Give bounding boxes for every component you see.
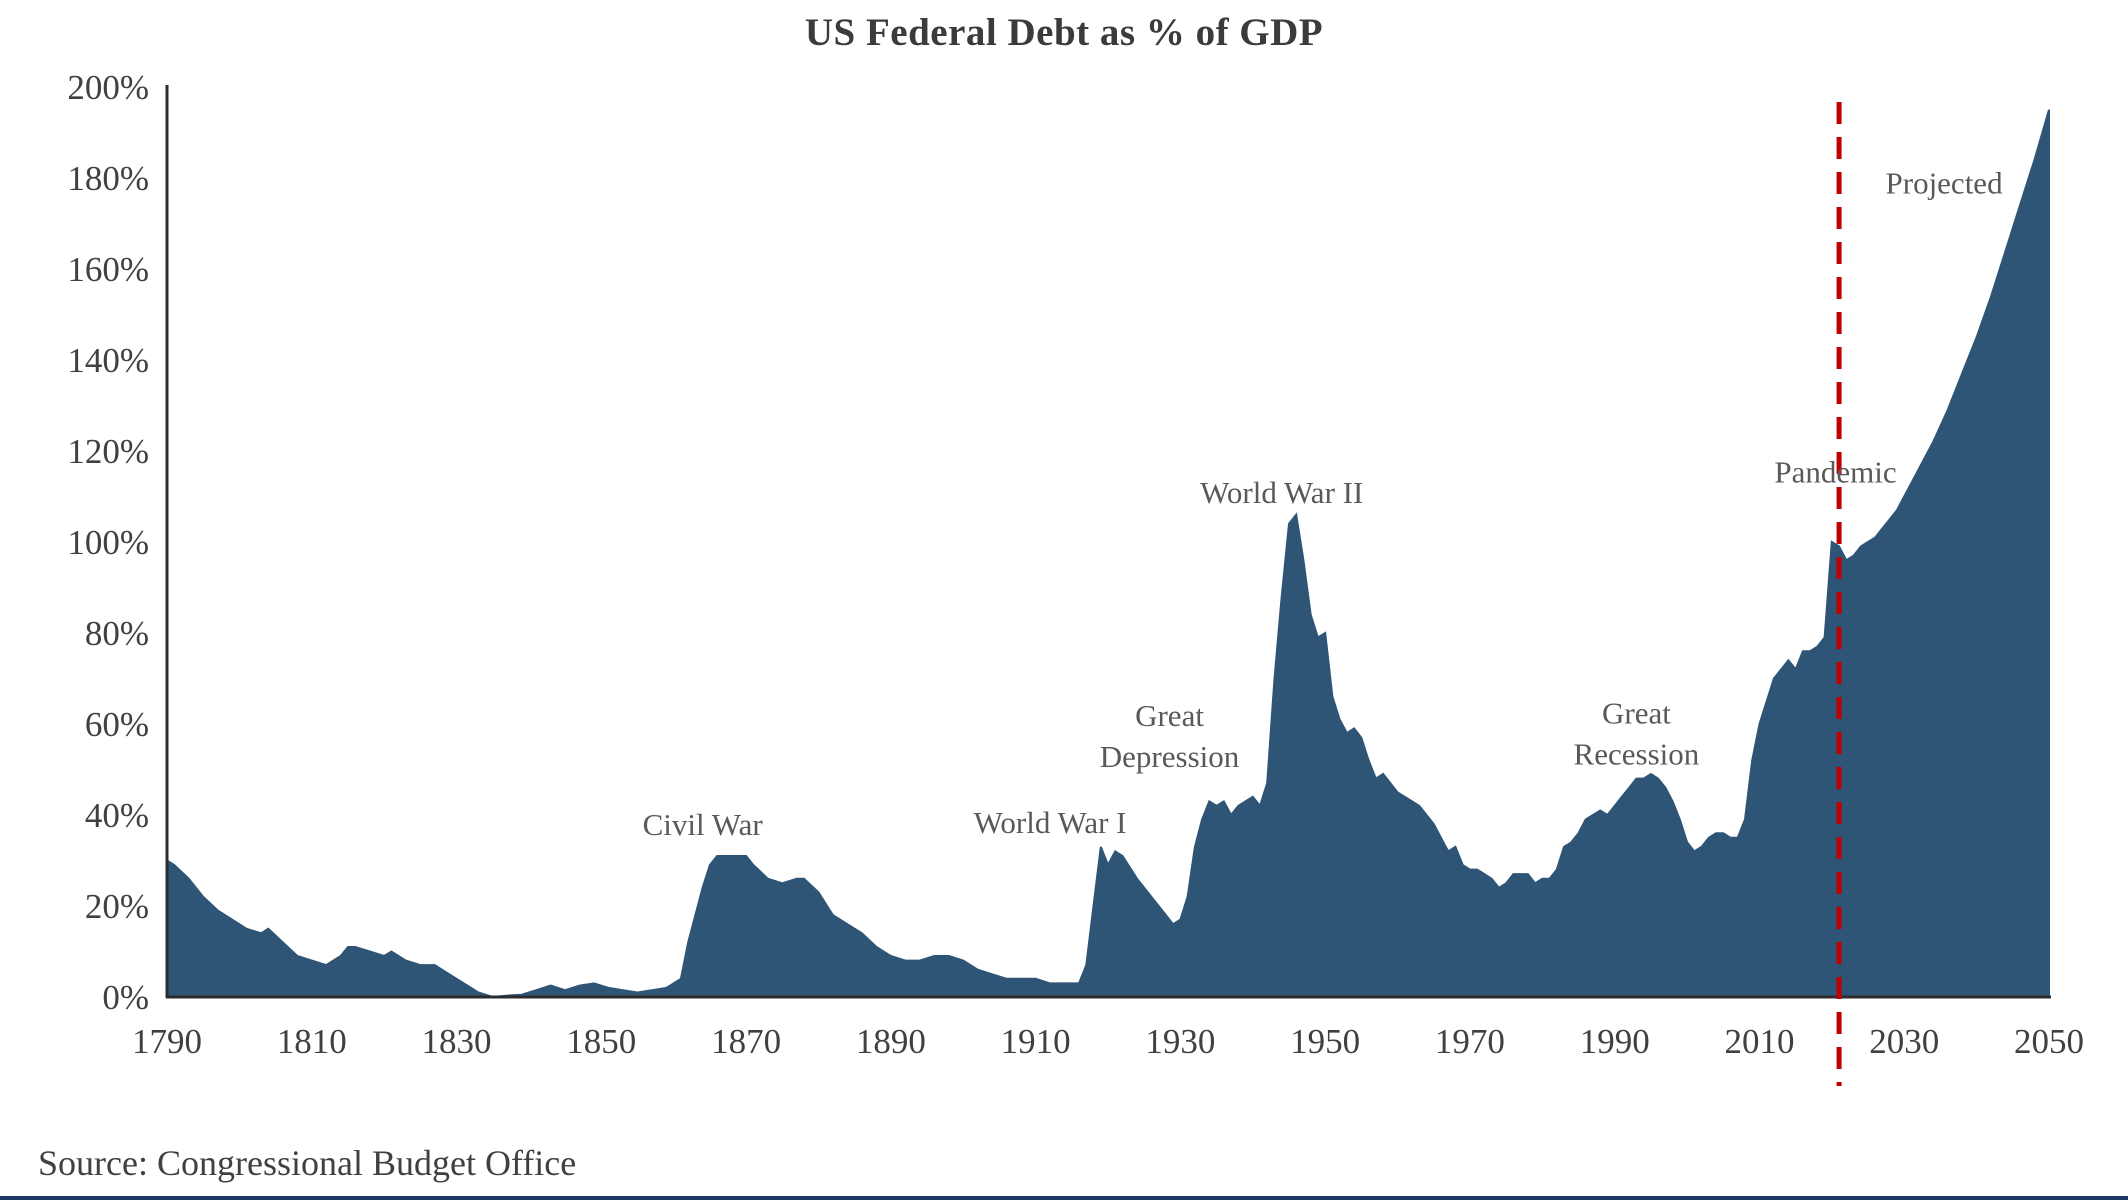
y-tick-label: 20% [85, 887, 149, 926]
y-tick-label: 180% [67, 159, 149, 198]
y-tick-label: 80% [85, 614, 149, 653]
x-tick-label: 1830 [422, 1022, 492, 1061]
y-tick-label: 160% [67, 250, 149, 289]
y-tick-label: 40% [85, 796, 149, 835]
annotation-projected: Projected [1886, 166, 2004, 201]
x-tick-label: 2010 [1724, 1022, 1794, 1061]
x-tick-label: 2050 [2014, 1022, 2084, 1061]
y-tick-label: 140% [67, 341, 149, 380]
x-tick-label: 1950 [1290, 1022, 1360, 1061]
x-tick-label: 1930 [1145, 1022, 1215, 1061]
x-tick-label: 1990 [1580, 1022, 1650, 1061]
annotation-world-war-1: World War I [974, 805, 1127, 840]
annotation-world-war-2: World War II [1200, 475, 1363, 510]
x-tick-label: 1850 [566, 1022, 636, 1061]
x-tick-label: 1790 [132, 1022, 202, 1061]
y-tick-label: 60% [85, 705, 149, 744]
x-tick-label: 1870 [711, 1022, 781, 1061]
debt-area-series [166, 109, 2050, 999]
source-note: Source: Congressional Budget Office [38, 1143, 577, 1183]
x-tick-label: 1890 [856, 1022, 926, 1061]
annotation-pandemic: Pandemic [1774, 454, 1896, 489]
y-tick-label: 200% [67, 68, 149, 107]
annotation-great-depression: Great Depression [1100, 698, 1240, 774]
chart-title: US Federal Debt as % of GDP [804, 11, 1324, 54]
y-tick-label: 0% [102, 978, 149, 1017]
y-tick-label: 120% [67, 432, 149, 471]
x-tick-label: 1910 [1001, 1022, 1071, 1061]
x-tick-label: 1970 [1435, 1022, 1505, 1061]
y-tick-label: 100% [67, 523, 149, 562]
footer-rule [0, 1196, 2128, 1200]
annotation-civil-war: Civil War [643, 807, 764, 842]
annotation-great-recession: Great Recession [1574, 696, 1700, 772]
x-tick-label: 1810 [277, 1022, 347, 1061]
x-tick-label: 2030 [1869, 1022, 1939, 1061]
